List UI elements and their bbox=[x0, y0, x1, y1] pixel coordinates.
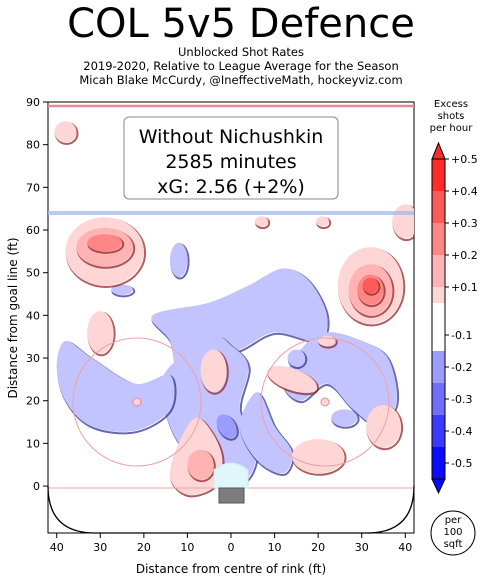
colorbar-band-1 bbox=[432, 191, 445, 223]
goal-crease bbox=[213, 462, 249, 489]
colorbar-tick-label-0: +0.5 bbox=[451, 153, 478, 166]
cold-region-small-2 bbox=[111, 284, 133, 295]
cold-region-small-1 bbox=[170, 242, 188, 277]
x-tick-label-3: 10 bbox=[180, 541, 194, 554]
x-tick-label-1: 30 bbox=[93, 541, 107, 554]
colorbar-tick-label-5: -0.1 bbox=[451, 329, 472, 342]
colorbar-band-0 bbox=[432, 159, 445, 191]
colorbar-band-3 bbox=[432, 255, 445, 287]
colorbar-tick-label-3: +0.2 bbox=[451, 249, 478, 262]
cold-region-low-right bbox=[239, 392, 293, 474]
cold-region-small-3 bbox=[331, 409, 358, 427]
cold-region-core bbox=[216, 414, 237, 439]
y-tick-label-10: 10 bbox=[26, 437, 40, 450]
colorbar-label-per-hour: per hour bbox=[430, 123, 474, 134]
y-tick-label-30: 30 bbox=[26, 352, 40, 365]
x-axis: 40 30 20 10 0 10 20 30 40 bbox=[50, 533, 412, 554]
hot-region-right-4 bbox=[362, 277, 379, 294]
x-tick-label-0: 40 bbox=[50, 541, 64, 554]
y-tick-label-50: 50 bbox=[26, 267, 40, 280]
y-tick-label-20: 20 bbox=[26, 395, 40, 408]
right-faceoff-dot bbox=[320, 397, 330, 407]
hot-region-left-mid bbox=[87, 311, 114, 354]
colorbar-band-9 bbox=[432, 447, 445, 479]
hot-region-right-mid bbox=[267, 366, 317, 393]
colorbar-tick-label-2: +0.3 bbox=[451, 217, 478, 230]
units-badge: per 100 sqft bbox=[430, 510, 476, 556]
hot-region-centre-mid bbox=[200, 349, 227, 393]
x-tick-label-4: 0 bbox=[228, 541, 235, 554]
chart-subtitle: Unblocked Shot Rates bbox=[178, 45, 304, 59]
y-tick-label-0: 0 bbox=[33, 480, 40, 493]
y-tick-label-60: 60 bbox=[26, 224, 40, 237]
x-axis-label: Distance from centre of rink (ft) bbox=[136, 562, 326, 576]
cold-region-right bbox=[283, 332, 397, 427]
hot-region-right-low-board bbox=[366, 405, 401, 448]
hot-region-low-right bbox=[292, 439, 345, 474]
colorbar-arrow-max bbox=[431, 141, 446, 160]
hot-region-small-3 bbox=[255, 216, 268, 227]
colorbar-label-excess: Excess bbox=[434, 99, 468, 110]
x-tick-label-8: 40 bbox=[398, 541, 412, 554]
annotation-minutes: 2585 minutes bbox=[165, 151, 296, 173]
chart-season-line: 2019-2020, Relative to League Average fo… bbox=[83, 59, 399, 73]
y-tick-label-90: 90 bbox=[26, 96, 40, 109]
units-per: per bbox=[445, 515, 463, 526]
colorbar-tick-label-7: -0.3 bbox=[451, 393, 472, 406]
annotation-player: Without Nichushkin bbox=[139, 126, 324, 148]
left-faceoff-circle bbox=[72, 337, 202, 467]
y-tick-label-40: 40 bbox=[26, 309, 40, 322]
y-axis: 0 10 20 30 40 50 60 70 80 90 bbox=[26, 96, 48, 493]
cold-region-left bbox=[56, 340, 175, 432]
chart-credit-line: Micah Blake McCurdy, @IneffectiveMath, h… bbox=[79, 73, 403, 87]
colorbar-band-neutral bbox=[432, 303, 445, 335]
left-faceoff-dot bbox=[132, 397, 142, 407]
colorbar-band-2 bbox=[432, 223, 445, 255]
y-axis-label: Distance from goal line (ft) bbox=[6, 237, 20, 398]
heatmap-layer bbox=[54, 121, 414, 498]
colorbar-tick-label-1: +0.4 bbox=[451, 185, 478, 198]
hot-region-top-left-3 bbox=[87, 234, 123, 252]
colorbar-label-shots: shots bbox=[438, 111, 465, 122]
colorbar-tick-label-6: -0.2 bbox=[451, 361, 472, 374]
goal-net bbox=[218, 487, 245, 504]
units-sqft: sqft bbox=[444, 539, 463, 550]
colorbar-band-6 bbox=[432, 351, 445, 383]
x-tick-label-2: 20 bbox=[137, 541, 151, 554]
colorbar-tick-label-8: -0.4 bbox=[451, 425, 472, 438]
chart-title: COL 5v5 Defence bbox=[67, 1, 415, 47]
x-tick-label-5: 10 bbox=[268, 541, 282, 554]
x-tick-label-7: 30 bbox=[355, 541, 369, 554]
x-tick-label-6: 20 bbox=[311, 541, 325, 554]
annotation-xg: xG: 2.56 (+2%) bbox=[157, 176, 305, 198]
colorbar: +0.5 +0.4 +0.3 +0.2 +0.1 -0.1 -0.2 -0.3 -0.4 -0.5 bbox=[431, 141, 478, 495]
colorbar-frame bbox=[431, 158, 446, 480]
colorbar-band-8 bbox=[432, 415, 445, 447]
y-tick-label-70: 70 bbox=[26, 181, 40, 194]
rink-markings bbox=[48, 104, 414, 489]
hot-region-slot-2 bbox=[187, 449, 214, 480]
right-faceoff-circle bbox=[260, 337, 390, 467]
hot-region-small-2 bbox=[316, 216, 329, 227]
cold-region-small-4 bbox=[287, 349, 306, 367]
colorbar-tick-label-9: -0.5 bbox=[451, 457, 472, 470]
units-100: 100 bbox=[443, 527, 462, 538]
y-tick-label-80: 80 bbox=[26, 139, 40, 152]
hot-region-top-corner bbox=[54, 121, 77, 143]
colorbar-band-7 bbox=[432, 383, 445, 415]
colorbar-tick-label-4: +0.1 bbox=[451, 281, 478, 294]
annotation-box: Without Nichushkin 2585 minutes xG: 2.56… bbox=[123, 116, 339, 200]
colorbar-arrow-min bbox=[431, 478, 446, 495]
